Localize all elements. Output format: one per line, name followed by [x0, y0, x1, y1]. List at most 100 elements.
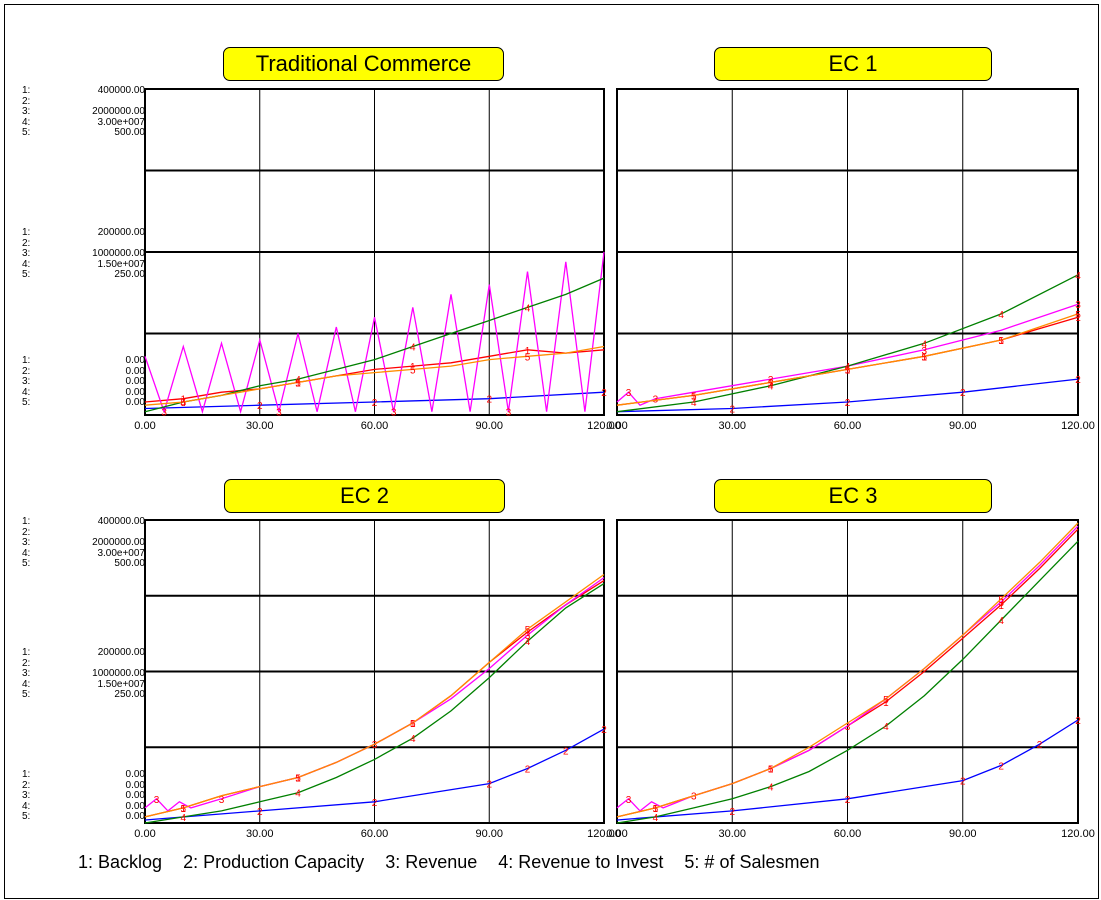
- x-tick-label: 60.00: [834, 420, 862, 432]
- series-marker-1: 1: [691, 391, 697, 402]
- series-marker-1: 1: [845, 365, 851, 376]
- series-line-4: [616, 540, 1079, 824]
- series-marker-2: 2: [960, 388, 966, 399]
- series-marker-2: 2: [845, 398, 851, 409]
- series-marker-3: 3: [506, 408, 512, 419]
- scale-block-row2-top: 1: 400000.00 2: 3: 2000000.00 4: 3.00e+007 …: [22, 516, 145, 569]
- series-marker-4: 4: [768, 783, 774, 794]
- series-marker-2: 2: [960, 777, 966, 788]
- series-line-5: [616, 522, 1079, 818]
- series-marker-1: 1: [768, 378, 774, 389]
- x-tick-label: 0.00: [134, 420, 155, 432]
- series-marker-4: 4: [653, 813, 659, 824]
- series-marker-3: 3: [845, 722, 851, 733]
- panel-title-ec3: EC 3: [714, 479, 992, 513]
- series-marker-2: 2: [486, 395, 492, 406]
- series-line-5: [616, 313, 1079, 406]
- series-marker-1: 1: [998, 601, 1004, 612]
- series-marker-1: 1: [180, 395, 186, 406]
- series-marker-5: 5: [180, 398, 186, 409]
- series-marker-3: 3: [1075, 300, 1081, 311]
- series-line-3: [616, 525, 1079, 812]
- series-marker-3: 3: [276, 408, 282, 419]
- x-tick-label: 120.00: [587, 420, 621, 432]
- series-marker-5: 5: [180, 804, 186, 815]
- legend-item-production-capacity: 2: Production Capacity: [183, 852, 365, 872]
- x-tick-label: 0.00: [134, 828, 155, 840]
- series-marker-2: 2: [372, 798, 378, 809]
- series-marker-2: 2: [257, 807, 263, 818]
- series-marker-2: 2: [525, 764, 531, 775]
- series-marker-1: 1: [998, 336, 1004, 347]
- series-marker-5: 5: [922, 352, 928, 363]
- series-marker-5: 5: [525, 352, 531, 363]
- series-marker-1: 1: [883, 698, 889, 709]
- series-line-2: [616, 378, 1079, 413]
- series-marker-3: 3: [922, 346, 928, 357]
- series-marker-5: 5: [845, 365, 851, 376]
- panel-title-ec2: EC 2: [224, 479, 505, 513]
- legend-item-revenue: 3: Revenue: [385, 852, 478, 872]
- series-marker-2: 2: [1075, 716, 1081, 727]
- series-marker-3: 3: [691, 792, 697, 803]
- series-marker-4: 4: [295, 789, 301, 800]
- series-marker-1: 1: [410, 719, 416, 730]
- series-marker-3: 3: [626, 795, 632, 806]
- series-marker-1: 1: [295, 774, 301, 785]
- plot-frame: [616, 519, 1079, 824]
- figure-frame: [4, 4, 1099, 899]
- series-marker-4: 4: [691, 398, 697, 409]
- series-marker-4: 4: [295, 375, 301, 386]
- x-tick-label: 90.00: [475, 828, 503, 840]
- x-tick-label: 0.00: [606, 420, 627, 432]
- series-marker-2: 2: [563, 746, 569, 757]
- series-marker-3: 3: [219, 795, 225, 806]
- x-tick-label: 60.00: [361, 420, 389, 432]
- series-marker-5: 5: [410, 365, 416, 376]
- series-marker-1: 1: [922, 352, 928, 363]
- scale-block-row2-bottom: 1: 0.00 2: 0.00 3: 0.00 4: 0.00 5: 0.00: [22, 769, 145, 822]
- series-marker-4: 4: [768, 382, 774, 393]
- x-tick-label: 120.00: [1061, 420, 1095, 432]
- x-tick-label: 60.00: [361, 828, 389, 840]
- series-line-2: [144, 728, 605, 821]
- x-tick-label: 120.00: [587, 828, 621, 840]
- series-marker-4: 4: [998, 616, 1004, 627]
- series-marker-2: 2: [372, 398, 378, 409]
- series-marker-3: 3: [525, 631, 531, 642]
- panel-title-ec1: EC 1: [714, 47, 992, 81]
- series-marker-5: 5: [768, 764, 774, 775]
- series-marker-3: 3: [626, 388, 632, 399]
- x-tick-label: 30.00: [718, 420, 746, 432]
- series-marker-1: 1: [768, 764, 774, 775]
- series-marker-3: 3: [998, 598, 1004, 609]
- series-marker-1: 1: [180, 804, 186, 815]
- series-marker-2: 2: [729, 807, 735, 818]
- series-marker-2: 2: [998, 761, 1004, 772]
- series-marker-1: 1: [525, 628, 531, 639]
- series-line-2: [616, 719, 1079, 821]
- series-marker-2: 2: [729, 404, 735, 415]
- series-marker-4: 4: [525, 303, 531, 314]
- series-marker-5: 5: [768, 378, 774, 389]
- x-tick-label: 0.00: [606, 828, 627, 840]
- x-tick-label: 30.00: [718, 828, 746, 840]
- series-line-5: [144, 345, 605, 406]
- panel-title-traditional-commerce: Traditional Commerce: [223, 47, 504, 81]
- series-marker-5: 5: [883, 695, 889, 706]
- series-marker-1: 1: [410, 362, 416, 373]
- series-marker-2: 2: [845, 795, 851, 806]
- series-marker-5: 5: [525, 625, 531, 636]
- scale-block-row1-top: 1: 400000.00 2: 3: 2000000.00 4: 3.00e+007 …: [22, 85, 145, 138]
- series-marker-4: 4: [1075, 271, 1081, 282]
- series-marker-3: 3: [161, 408, 167, 419]
- series-marker-4: 4: [180, 398, 186, 409]
- series-marker-4: 4: [410, 734, 416, 745]
- scale-block-row2-mid: 1: 200000.00 2: 3: 1000000.00 4: 1.50e+007 …: [22, 647, 145, 700]
- series-marker-5: 5: [1075, 310, 1081, 321]
- legend-item-backlog: 1: Backlog: [78, 852, 163, 872]
- series-line-4: [616, 274, 1079, 413]
- x-tick-label: 90.00: [949, 420, 977, 432]
- series-marker-4: 4: [883, 722, 889, 733]
